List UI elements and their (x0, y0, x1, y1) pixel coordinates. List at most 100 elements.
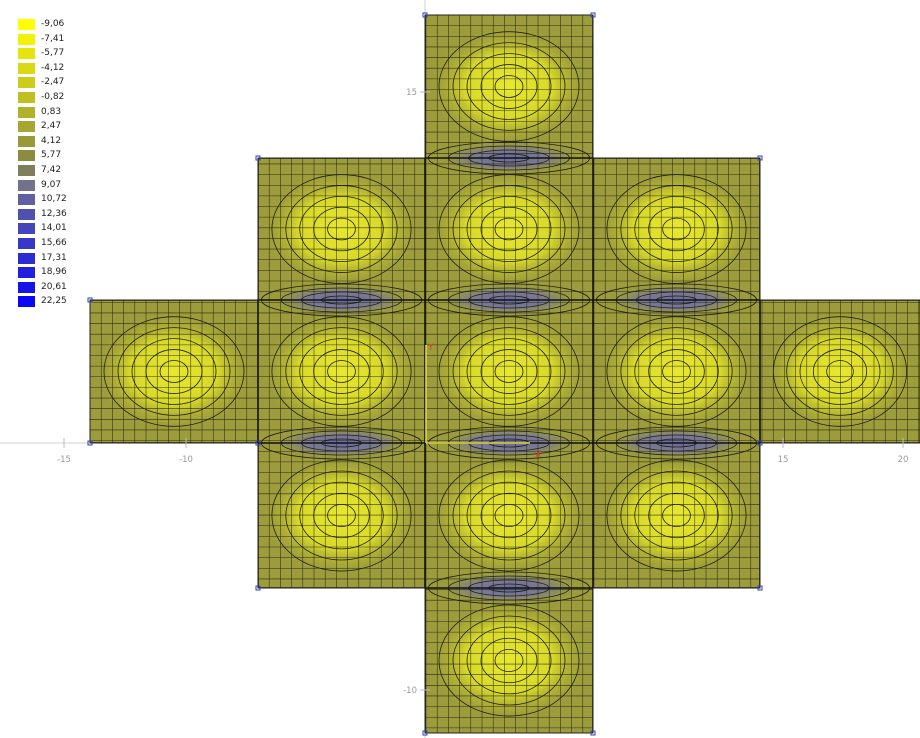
legend-swatch (18, 296, 35, 308)
contour-line (327, 360, 356, 383)
positive-zone (428, 169, 590, 289)
contour-line (466, 338, 552, 405)
contour-line (452, 470, 566, 561)
legend-swatch (18, 135, 35, 147)
contour-line (466, 195, 552, 263)
legend-item: 9,07 (18, 178, 88, 193)
legend-value: 14,01 (41, 223, 67, 234)
legend-value: 5,77 (41, 150, 62, 161)
contour-line (466, 626, 552, 695)
legend-item: 14,01 (18, 221, 88, 236)
contour-line (131, 338, 217, 405)
legend-value: 2,47 (41, 121, 62, 132)
positive-zone (428, 311, 590, 432)
contour-line (159, 360, 189, 383)
legend-item: 10,72 (18, 192, 88, 207)
legend-swatch (18, 252, 35, 264)
legend-swatch (18, 150, 35, 162)
node-marker (757, 585, 763, 591)
contour-line (648, 349, 705, 394)
legend-value: 10,72 (41, 194, 67, 205)
positive-zone (261, 311, 422, 432)
positive-zone (428, 599, 590, 722)
legend-swatch (18, 223, 35, 235)
x-tick-label: 20 (898, 455, 909, 465)
positive-zone (93, 311, 255, 432)
legend-swatch (18, 77, 35, 89)
legend-item: 20,61 (18, 280, 88, 295)
node-marker (87, 297, 93, 303)
positive-zone (596, 311, 757, 432)
legend-value: 17,31 (41, 252, 67, 263)
y-tick-label: -10 (403, 686, 417, 696)
positive-zone (596, 454, 757, 577)
positive-zone (428, 454, 590, 577)
node-marker (255, 585, 261, 591)
contour-line (313, 206, 370, 252)
legend-value: -4,12 (41, 62, 65, 73)
contour-line (299, 481, 384, 550)
contour-line (103, 316, 245, 427)
node-marker (757, 440, 763, 446)
legend-swatch (18, 208, 35, 220)
contour-line (452, 42, 566, 131)
contour-line (494, 75, 524, 98)
x-tick-label: 15 (778, 455, 789, 465)
contour-line (299, 338, 384, 405)
contour-line (466, 481, 552, 550)
contour-line (826, 360, 854, 383)
contour-line (662, 217, 691, 241)
legend-item: -0,82 (18, 90, 88, 105)
node-marker (422, 730, 428, 736)
contour-line (452, 327, 566, 416)
legend-value: 20,61 (41, 281, 67, 292)
legend-item: 5,77 (18, 148, 88, 163)
legend-value: 12,36 (41, 208, 67, 219)
contour-line (799, 338, 881, 405)
node-marker (87, 440, 93, 446)
legend-item: -5,77 (18, 46, 88, 61)
legend-value: 7,42 (41, 164, 62, 175)
legend-swatch (18, 106, 35, 118)
positive-zone (596, 169, 757, 289)
contour-line (494, 360, 524, 383)
contour-line (438, 316, 580, 427)
legend-value: 15,66 (41, 237, 67, 248)
contour-line (812, 349, 868, 394)
contour-line (466, 53, 552, 120)
node-marker (590, 12, 596, 18)
legend-swatch (18, 194, 35, 206)
contour-fill (93, 26, 917, 722)
legend-item: -2,47 (18, 75, 88, 90)
contour-line (480, 349, 538, 394)
contour-line (494, 217, 524, 241)
contour-line (480, 64, 538, 109)
x-tick-label: -15 (57, 455, 71, 465)
contour-legend: -9,06 -7,41 -5,77 -4,12 -2,47 -0,82 0,83 2,47 4,… (18, 17, 88, 309)
node-marker (255, 155, 261, 161)
cross-plate[interactable] (87, 12, 920, 736)
legend-swatch (18, 33, 35, 45)
legend-item: 15,66 (18, 236, 88, 251)
legend-value: -9,06 (41, 19, 65, 29)
contour-line (480, 206, 538, 252)
node-marker (590, 730, 596, 736)
legend-swatch (18, 164, 35, 176)
legend-item: 22,25 (18, 294, 88, 309)
legend-item: 0,83 (18, 105, 88, 120)
contour-line (606, 316, 747, 427)
legend-item: -9,06 (18, 17, 88, 32)
legend-value: -2,47 (41, 77, 65, 88)
legend-swatch (18, 281, 35, 293)
contour-line (648, 492, 705, 539)
positive-zone (428, 26, 590, 147)
positive-zone (261, 454, 422, 577)
legend-swatch (18, 237, 35, 249)
legend-swatch (18, 121, 35, 133)
contour-line (620, 470, 733, 561)
plate-outline (89, 14, 920, 734)
contour-line (606, 459, 747, 572)
local-axes: XY (425, 343, 541, 460)
legend-item: 12,36 (18, 207, 88, 222)
